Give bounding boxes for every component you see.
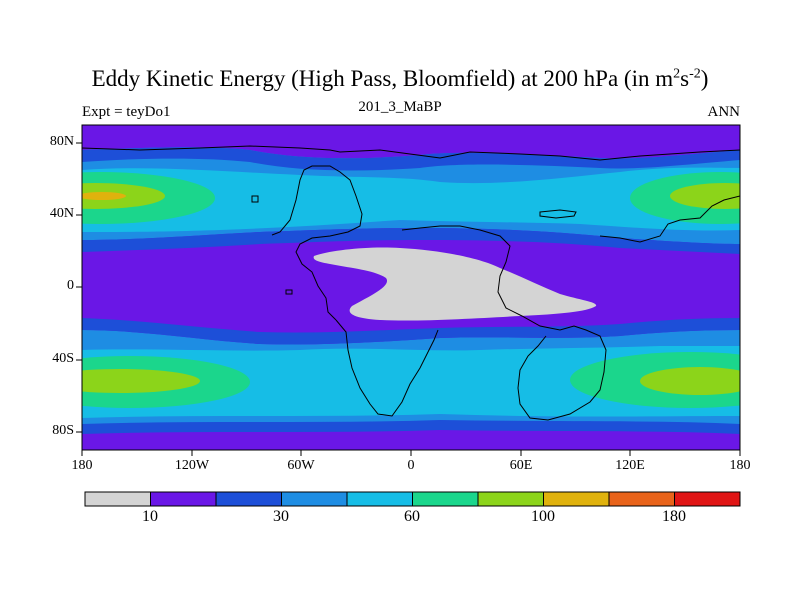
colorbar-label: 30: [273, 508, 289, 525]
coastlines: [82, 145, 740, 421]
colorbar-box-8: [543, 491, 610, 507]
colorbar-label: 100: [531, 508, 555, 525]
colorbar-box-2: [150, 491, 217, 507]
east-asia-coastline: [599, 195, 740, 243]
y-tick-label: 0: [67, 278, 74, 293]
band-20-30-tropics-north: [82, 228, 740, 254]
band-80-100-north-east: [670, 183, 740, 209]
colorbar-box-5: [346, 491, 413, 507]
arctic-coastline: [82, 145, 740, 161]
colorbar-box-9: [608, 491, 675, 507]
colorbar-box-7: [477, 491, 544, 507]
y-tick-label: 80N: [49, 134, 74, 149]
band-80-100-south-west: [82, 369, 200, 393]
y-tick-label: 80S: [52, 423, 74, 438]
colorbar: [84, 491, 741, 507]
south-america-coastline: [335, 319, 439, 417]
colorbar-box-1: [84, 491, 151, 507]
colorbar-box-10: [674, 491, 741, 507]
map-subtitle: 201_3_MaBP: [358, 99, 442, 115]
map-title: Eddy Kinetic Energy (High Pass, Bloomfie…: [91, 66, 709, 91]
contour-field: [82, 125, 740, 450]
x-tick-label: 120E: [615, 458, 645, 473]
colorbar-box-4: [281, 491, 348, 507]
band-20-30-north: [82, 147, 740, 171]
band-80-100-south-east: [640, 367, 740, 395]
y-tick-label: 40N: [49, 206, 74, 221]
x-tick-label: 180: [71, 458, 93, 473]
x-tick-label: 60E: [509, 458, 533, 473]
missing-data-region: [313, 247, 597, 321]
island-outline: [251, 195, 259, 203]
band-40-60-north: [82, 167, 740, 232]
colorbar-label: 180: [662, 508, 686, 525]
band-10-20-south: [82, 428, 740, 450]
season-label: ANN: [707, 104, 741, 120]
y-tick-label: 40S: [52, 351, 74, 366]
axis-ticks: [76, 142, 741, 456]
x-tick-label: 120W: [174, 458, 210, 473]
africa-eurasia-coastline: [401, 225, 607, 421]
x-tick-label: 180: [729, 458, 751, 473]
inland-sea-coastline: [539, 209, 577, 219]
north-america-coastline: [271, 165, 363, 321]
x-tick-label: 0: [407, 458, 415, 473]
band-20-30-tropics-south: [82, 318, 740, 345]
colorbar-box-3: [215, 491, 282, 507]
band-10-20-north: [82, 125, 740, 159]
island-outline: [285, 289, 293, 295]
x-tick-label: 60W: [287, 458, 315, 473]
band-100-140-north: [82, 192, 126, 200]
colorbar-label: 10: [142, 508, 158, 525]
band-20-30-south: [82, 420, 740, 434]
colorbar-label: 60: [404, 508, 420, 525]
colorbar-box-6: [412, 491, 479, 507]
experiment-label: Expt = teyDo1: [82, 104, 171, 120]
